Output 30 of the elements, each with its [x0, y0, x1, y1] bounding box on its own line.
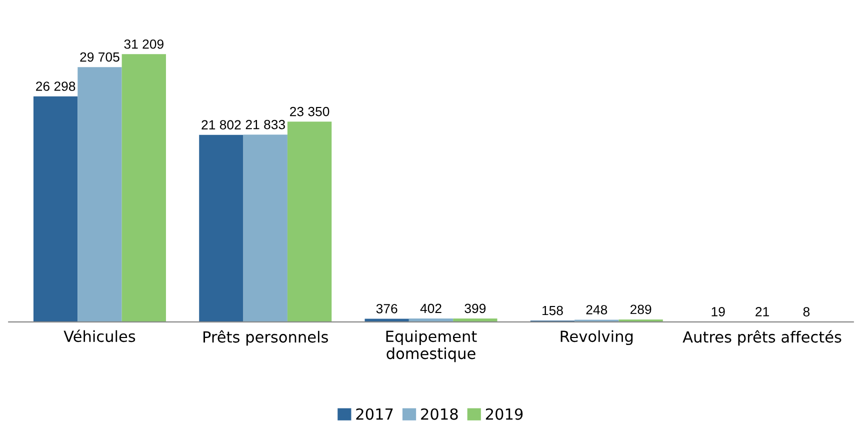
data-label: 26 298 — [36, 82, 76, 91]
data-label: 158 — [542, 306, 563, 316]
bar — [364, 318, 409, 322]
bar — [243, 134, 288, 322]
data-label: 19 — [712, 307, 725, 316]
legend-label: 2019 — [486, 408, 523, 420]
data-label: 29 705 — [80, 52, 120, 62]
x-tick-label: Autres prêts affectés — [682, 330, 842, 346]
legend-label: 2017 — [356, 408, 393, 420]
data-label: 402 — [420, 304, 442, 314]
legend-label: 2018 — [421, 408, 458, 420]
bar — [122, 54, 166, 322]
data-label: 21 — [756, 307, 769, 316]
x-tick-label: Véhicules — [64, 330, 136, 342]
data-label: 376 — [376, 304, 398, 314]
data-label: 248 — [586, 305, 608, 314]
bar — [78, 67, 122, 322]
bar — [33, 96, 78, 322]
bar — [287, 122, 332, 322]
bar — [199, 134, 244, 322]
data-label: 21 833 — [246, 120, 285, 130]
x-tick-label: Revolving — [560, 330, 633, 346]
data-label: 31 209 — [124, 39, 164, 49]
data-label: 399 — [464, 304, 486, 314]
data-label: 8 — [803, 307, 810, 316]
data-label: 21 802 — [202, 120, 241, 130]
data-label: 23 350 — [290, 106, 330, 116]
x-tick-label: Equipement domestique — [386, 330, 477, 362]
x-tick-label: Prêts personnels — [203, 330, 328, 346]
data-label: 289 — [630, 304, 652, 314]
